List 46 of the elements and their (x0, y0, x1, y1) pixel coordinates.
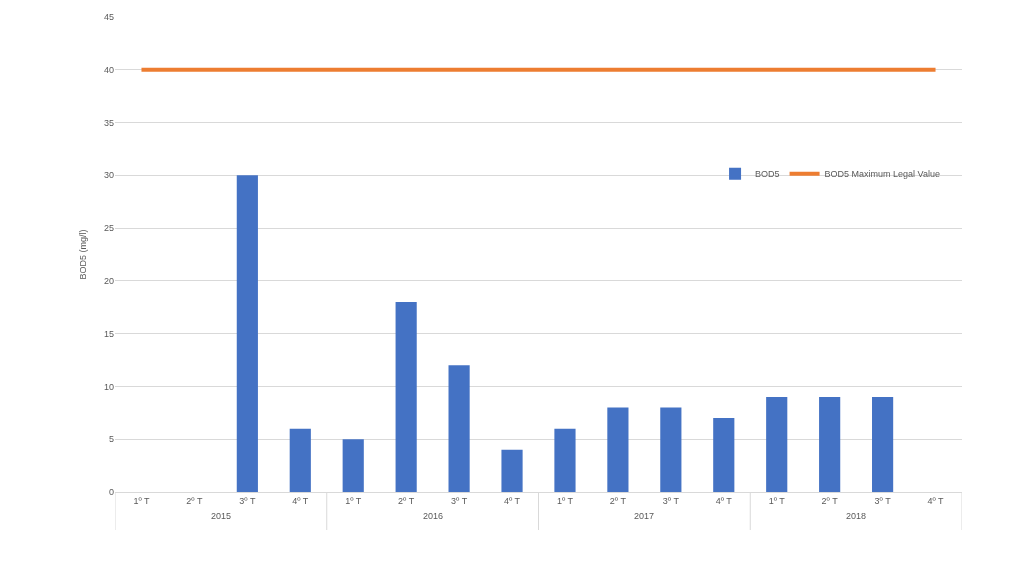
bar (448, 365, 470, 492)
y-tick-label: 0 (108, 487, 114, 498)
bar (713, 418, 735, 492)
y-tick-label: 25 (103, 223, 114, 234)
y-tick-label: 5 (108, 434, 114, 445)
x-tick-label: 3º T (451, 495, 468, 506)
text: 2018 (846, 511, 867, 521)
bar (607, 407, 629, 492)
x-tick-label: 3º T (239, 495, 256, 506)
x-tick-label: 4º T (503, 495, 521, 506)
y-tick-label: 20 (103, 276, 114, 287)
x-tick-label: 4º T (715, 495, 733, 506)
y-tick-label: 15 (103, 328, 114, 339)
y-tick-label: 40 (103, 64, 114, 75)
x-tick-label: 4º T (927, 495, 945, 506)
x-tick-label: 1º T (768, 495, 786, 506)
y-axis-title: BOD5 (mg/l) (78, 229, 89, 280)
x-tick-label: 4º T (292, 495, 309, 506)
x-tick-label: 1º T (345, 495, 362, 506)
x-tick-label: 2º T (609, 495, 627, 506)
y-tick-label: 35 (103, 117, 114, 128)
x-tick-label: 2º T (821, 495, 839, 506)
text: 2016 (423, 511, 444, 521)
bar (501, 449, 523, 492)
text: 2017 (634, 511, 655, 521)
y-tick-label: 10 (103, 381, 114, 392)
x-tick-label: 1º T (133, 495, 151, 506)
legend-label: BOD5 Maximum Legal Value (824, 169, 940, 180)
y-tick-label: 30 (103, 170, 114, 181)
x-tick-label: 2º T (186, 495, 203, 506)
bar (660, 407, 682, 492)
bar (872, 397, 894, 492)
bar (342, 439, 364, 492)
bar (236, 175, 258, 492)
x-tick-label: 3º T (662, 495, 680, 506)
y-tick-label: 45 (103, 12, 114, 23)
bar (289, 428, 311, 492)
bar (395, 302, 417, 492)
bar (766, 397, 788, 492)
bar (819, 397, 841, 492)
text: 2015 (211, 511, 232, 521)
x-tick-label: 1º T (556, 495, 574, 506)
x-tick-label: 3º T (874, 495, 892, 506)
bar (554, 428, 576, 492)
legend-label: BOD5 (755, 169, 780, 180)
x-tick-label: 2º T (398, 495, 415, 506)
